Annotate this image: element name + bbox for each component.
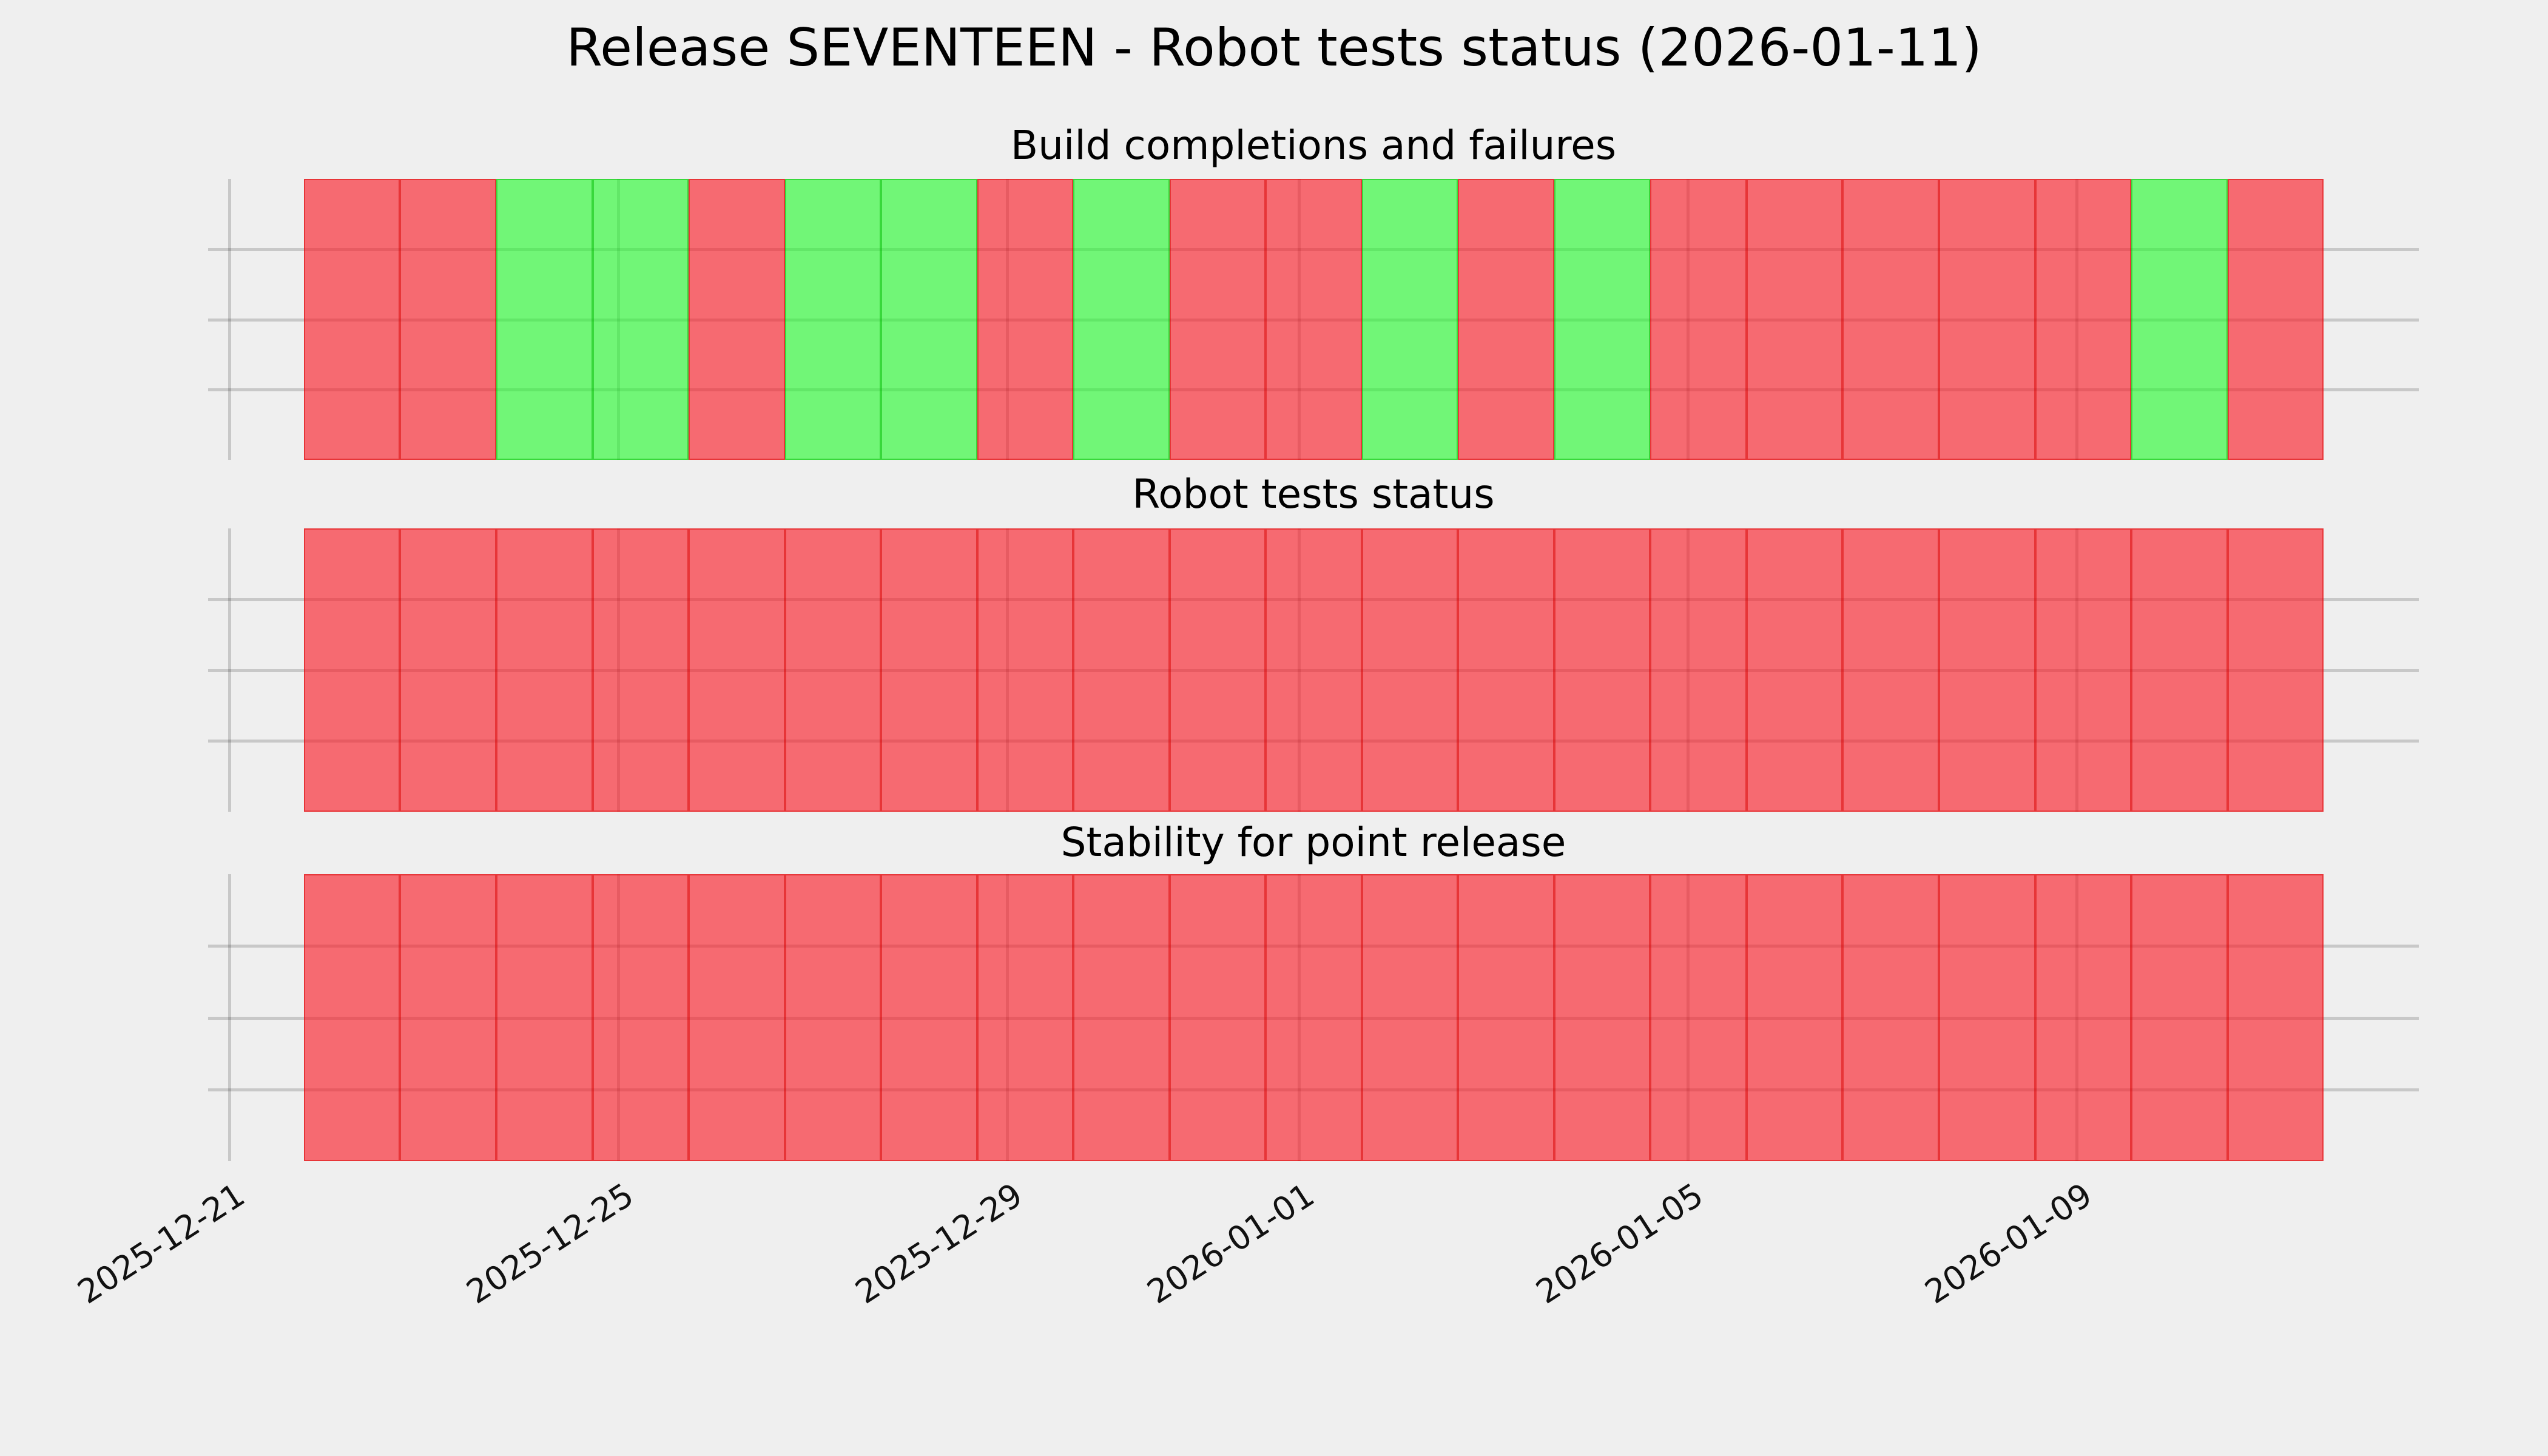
day-segment-2026-01-05-fail [1650, 874, 1747, 1161]
day-segment-2026-01-02-fail [1361, 528, 1458, 812]
day-segment-2026-01-08-fail [1938, 874, 2035, 1161]
day-segment-2026-01-01-fail [1266, 874, 1362, 1161]
subplot-title-robot-tests: Robot tests status [1132, 471, 1495, 517]
day-segment-2025-12-25-fail [592, 528, 689, 812]
day-segment-2025-12-27-fail [784, 874, 881, 1161]
day-segment-2025-12-30-pass [1073, 179, 1170, 460]
day-segment-2025-12-23-fail [400, 528, 497, 812]
day-segment-2025-12-27-fail [784, 528, 881, 812]
day-segment-2026-01-06-fail [1746, 528, 1843, 812]
day-segment-2026-01-02-fail [1361, 874, 1458, 1161]
day-segment-2026-01-07-fail [1842, 874, 1939, 1161]
x-tick-label: 2026-01-01 [1141, 1175, 1321, 1312]
day-segment-2026-01-09-fail [2035, 179, 2132, 460]
x-tick-label: 2025-12-21 [71, 1175, 252, 1312]
day-segment-2025-12-25-pass [592, 179, 689, 460]
day-segment-2025-12-24-fail [496, 528, 593, 812]
x-tick-label: 2025-12-25 [460, 1175, 641, 1312]
day-segment-2026-01-04-fail [1554, 528, 1651, 812]
day-segment-2025-12-22-fail [303, 179, 400, 460]
day-segment-2026-01-05-fail [1650, 528, 1747, 812]
plot-area-stability [208, 874, 2419, 1161]
day-segment-2025-12-24-pass [496, 179, 593, 460]
subplot-title-stability: Stability for point release [1060, 819, 1566, 866]
day-segment-2026-01-05-fail [1650, 179, 1747, 460]
day-segment-2026-01-10-fail [2131, 528, 2228, 812]
day-segment-2026-01-03-fail [1458, 528, 1554, 812]
day-segment-2026-01-03-fail [1458, 179, 1554, 460]
gridline-vertical [228, 528, 231, 812]
day-segment-2026-01-10-pass [2131, 179, 2228, 460]
day-segment-2025-12-26-fail [689, 179, 785, 460]
day-segment-2026-01-07-fail [1842, 528, 1939, 812]
day-segment-2025-12-31-fail [1169, 528, 1266, 812]
day-segment-2026-01-01-fail [1266, 179, 1362, 460]
gridline-vertical [228, 179, 231, 460]
day-segment-2026-01-09-fail [2035, 528, 2132, 812]
day-segment-2026-01-09-fail [2035, 874, 2132, 1161]
day-segment-2025-12-28-fail [881, 528, 977, 812]
day-segment-2025-12-26-fail [689, 528, 785, 812]
day-segment-2025-12-28-pass [881, 179, 977, 460]
status-bar-strip [303, 179, 2324, 460]
subplot-title-build-completions: Build completions and failures [1010, 122, 1617, 169]
day-segment-2025-12-24-fail [496, 874, 593, 1161]
day-segment-2025-12-27-pass [784, 179, 881, 460]
day-segment-2025-12-22-fail [303, 874, 400, 1161]
plot-area-build-completions [208, 179, 2419, 460]
day-segment-2026-01-11-fail [2227, 528, 2324, 812]
day-segment-2026-01-03-fail [1458, 874, 1554, 1161]
day-segment-2025-12-31-fail [1169, 874, 1266, 1161]
status-bar-strip [303, 874, 2324, 1161]
day-segment-2026-01-11-fail [2227, 179, 2324, 460]
day-segment-2026-01-02-pass [1361, 179, 1458, 460]
day-segment-2025-12-29-fail [977, 528, 1074, 812]
day-segment-2025-12-23-fail [400, 179, 497, 460]
day-segment-2025-12-26-fail [689, 874, 785, 1161]
day-segment-2025-12-29-fail [977, 874, 1074, 1161]
day-segment-2026-01-10-fail [2131, 874, 2228, 1161]
day-segment-2025-12-30-fail [1073, 874, 1170, 1161]
day-segment-2025-12-22-fail [303, 528, 400, 812]
day-segment-2025-12-23-fail [400, 874, 497, 1161]
day-segment-2026-01-08-fail [1938, 179, 2035, 460]
gridline-vertical [228, 874, 231, 1161]
day-segment-2026-01-06-fail [1746, 179, 1843, 460]
day-segment-2025-12-29-fail [977, 179, 1074, 460]
day-segment-2025-12-31-fail [1169, 179, 1266, 460]
plot-area-robot-tests [208, 528, 2419, 812]
day-segment-2026-01-04-fail [1554, 874, 1651, 1161]
day-segment-2025-12-28-fail [881, 874, 977, 1161]
day-segment-2026-01-04-pass [1554, 179, 1651, 460]
x-tick-label: 2026-01-09 [1918, 1175, 2099, 1312]
day-segment-2026-01-08-fail [1938, 528, 2035, 812]
day-segment-2026-01-06-fail [1746, 874, 1843, 1161]
day-segment-2026-01-01-fail [1266, 528, 1362, 812]
day-segment-2026-01-07-fail [1842, 179, 1939, 460]
figure-title: Release SEVENTEEN - Robot tests status (… [566, 18, 1982, 78]
x-tick-label: 2026-01-05 [1529, 1175, 1710, 1312]
status-bar-strip [303, 528, 2324, 812]
day-segment-2025-12-30-fail [1073, 528, 1170, 812]
day-segment-2025-12-25-fail [592, 874, 689, 1161]
x-tick-label: 2025-12-29 [849, 1175, 1030, 1312]
day-segment-2026-01-11-fail [2227, 874, 2324, 1161]
